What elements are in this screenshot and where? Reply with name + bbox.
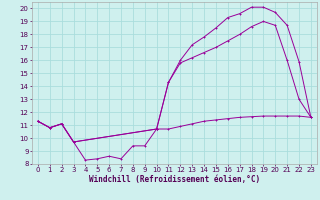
- X-axis label: Windchill (Refroidissement éolien,°C): Windchill (Refroidissement éolien,°C): [89, 175, 260, 184]
